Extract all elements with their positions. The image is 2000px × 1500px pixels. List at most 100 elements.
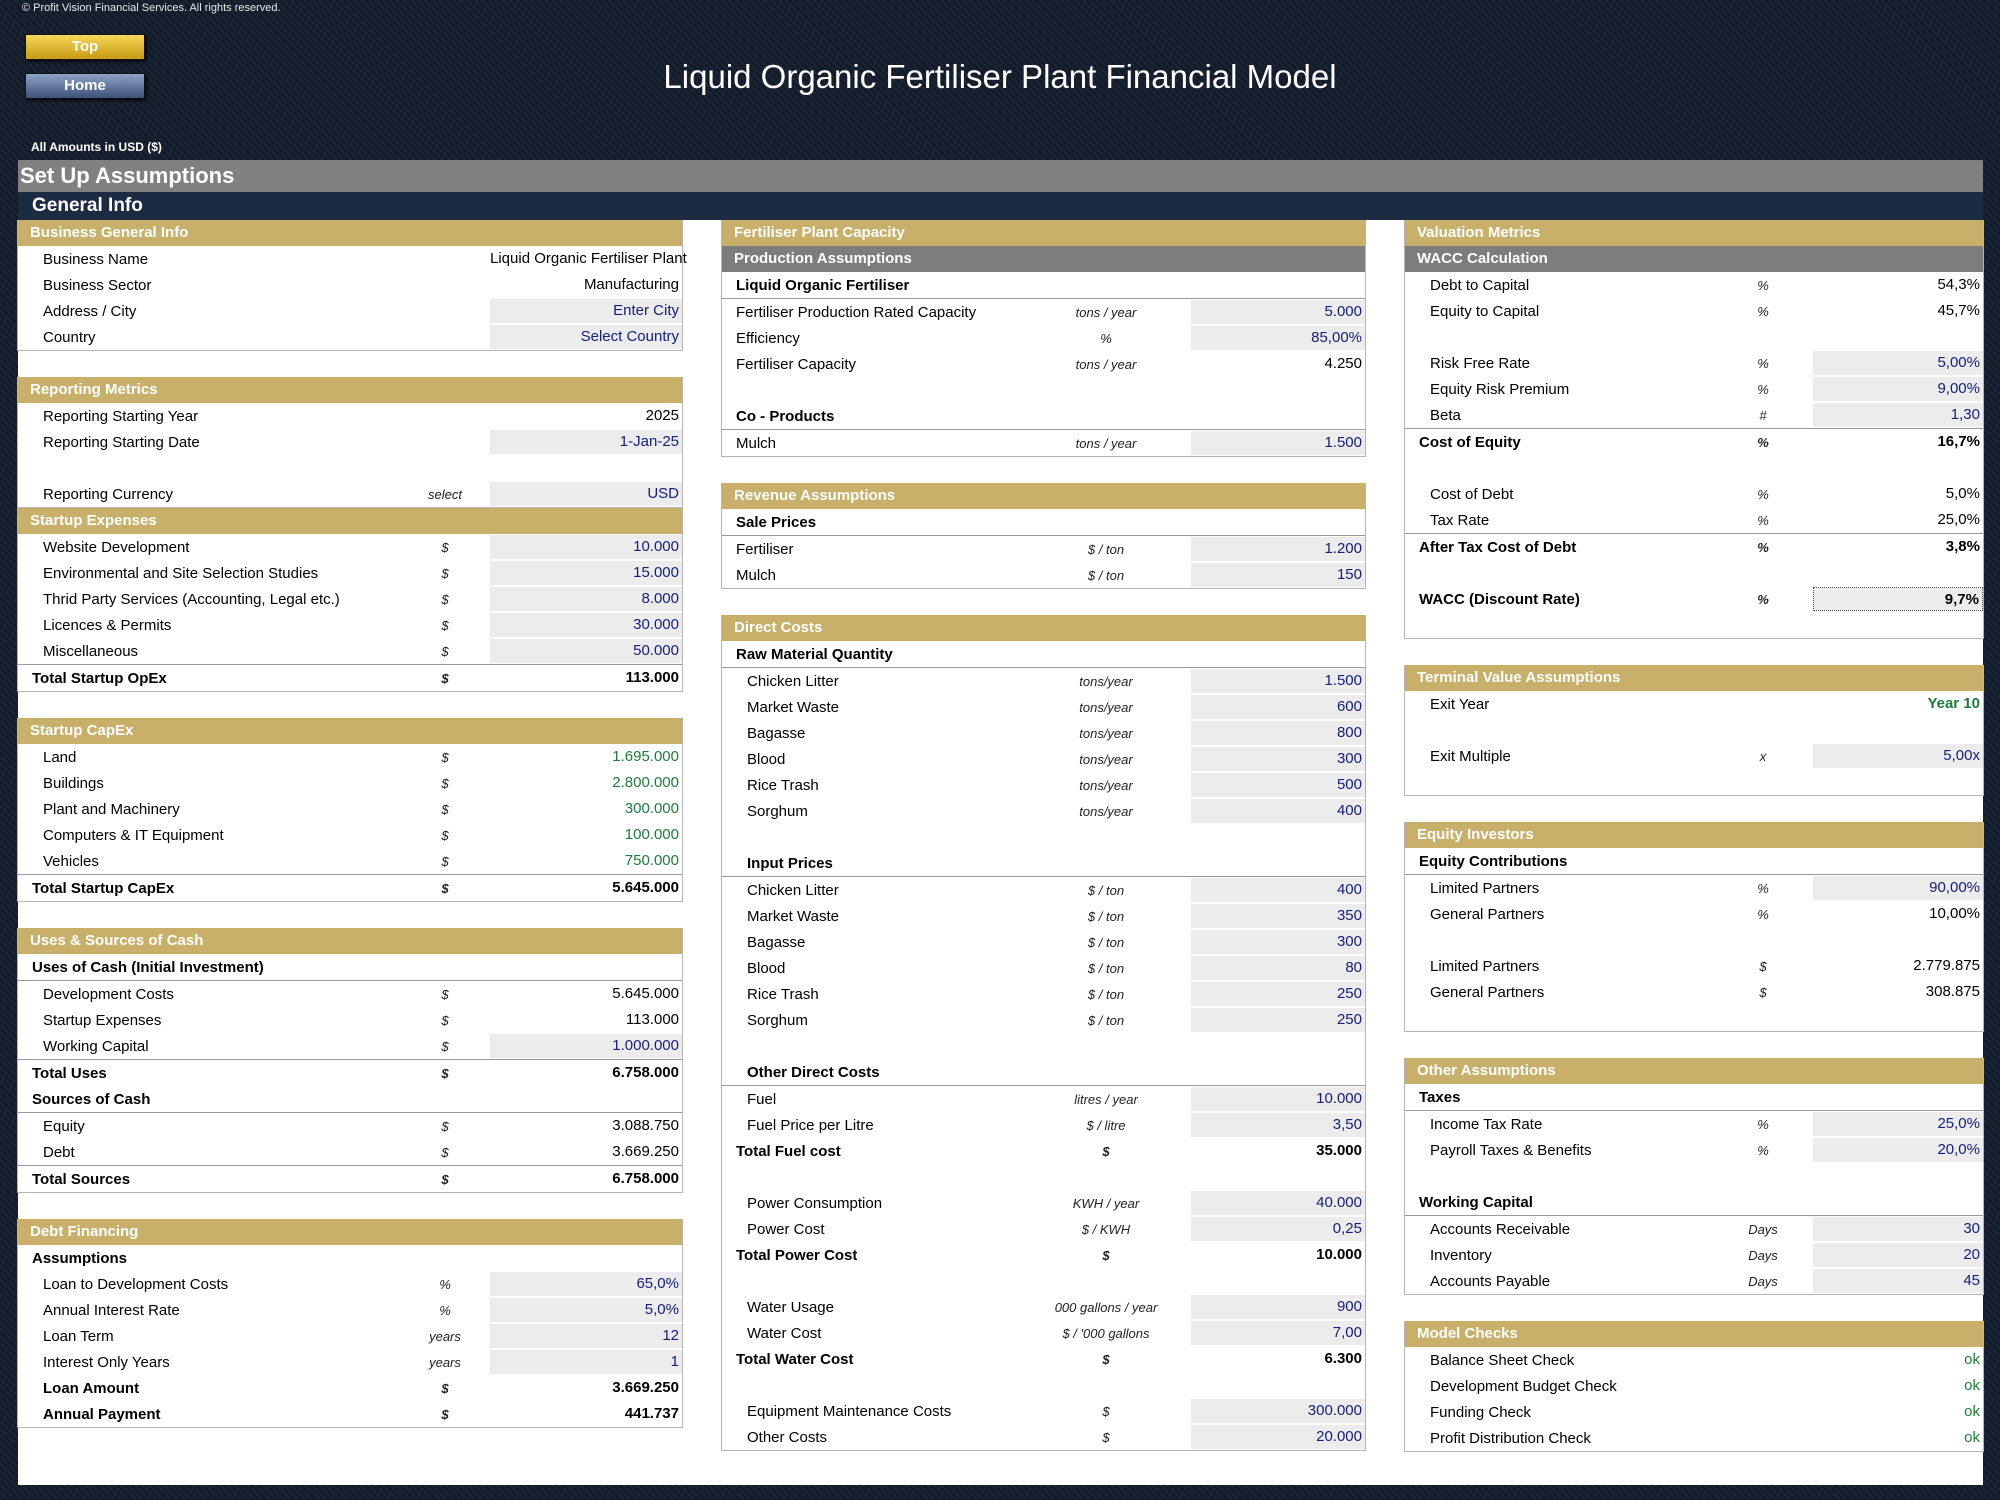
row-label: Power Cost xyxy=(747,1220,825,1238)
input-cell[interactable]: 50.000 xyxy=(490,639,682,663)
row-label: Total Sources xyxy=(32,1170,131,1188)
input-cell[interactable]: 400 xyxy=(1191,799,1365,823)
input-cell[interactable]: 5,0% xyxy=(490,1298,682,1322)
row-group: Raw Material Quantity xyxy=(722,641,1365,668)
row-label: Total Startup CapEx xyxy=(32,879,175,897)
input-cell[interactable]: 8.000 xyxy=(490,587,682,611)
group-header-label: Sources of Cash xyxy=(32,1090,151,1108)
input-cell[interactable]: 20 xyxy=(1813,1243,1983,1267)
input-cell[interactable]: USD xyxy=(490,482,682,506)
section-header: Reporting Metrics xyxy=(18,377,682,403)
input-cell[interactable]: 1 xyxy=(490,1350,682,1374)
row-label: After Tax Cost of Debt xyxy=(1419,538,1577,556)
row-annual-payment: Annual Payment $441.737 xyxy=(18,1401,682,1427)
input-cell[interactable]: 500 xyxy=(1191,773,1365,797)
row-label: Rice Trash xyxy=(747,776,819,794)
input-cell[interactable]: 1,30 xyxy=(1813,403,1983,427)
section-plant-capacity: Fertiliser Plant Capacity Production Ass… xyxy=(721,220,1366,457)
row-group: WACC (Discount Rate)% 9,7% xyxy=(1405,586,1983,612)
row-label: Buildings xyxy=(43,774,104,792)
input-cell[interactable]: 1.500 xyxy=(1191,669,1365,693)
row-label: Cost of Equity xyxy=(1419,433,1521,451)
row-group: Power Consumption KWH / year 40.000 Power C… xyxy=(722,1190,1365,1242)
input-cell[interactable]: 40.000 xyxy=(1191,1191,1365,1215)
input-cell[interactable]: 30.000 xyxy=(490,613,682,637)
row-label: Startup Expenses xyxy=(43,1011,162,1029)
input-cell[interactable]: 0,25 xyxy=(1191,1217,1365,1241)
row-unit: $ xyxy=(441,539,449,555)
input-cell[interactable]: 25,0% xyxy=(1813,1112,1983,1136)
input-cell[interactable]: 5,00x xyxy=(1813,744,1983,768)
row-thrid-party-services-accounting-legal-etc: Thrid Party Services (Accounting, Legal … xyxy=(18,586,682,612)
input-cell[interactable]: 5.000 xyxy=(1191,300,1365,324)
group-header-label: Working Capital xyxy=(1419,1193,1533,1211)
input-cell[interactable]: 1-Jan-25 xyxy=(490,430,682,454)
row-label: Sorghum xyxy=(747,1011,808,1029)
input-cell[interactable]: 1.500 xyxy=(1191,431,1365,455)
row-label: General Partners xyxy=(1430,905,1545,923)
group-header-label: Input Prices xyxy=(747,854,833,872)
input-cell[interactable]: 300 xyxy=(1191,930,1365,954)
input-cell[interactable]: 150 xyxy=(1191,563,1365,587)
group-header: Sale Prices xyxy=(722,509,1365,536)
input-cell[interactable]: 1.200 xyxy=(1191,537,1365,561)
row-country: Country Select Country xyxy=(18,324,682,350)
input-cell[interactable]: 65,0% xyxy=(490,1272,682,1296)
row-debt: Debt $3.669.250 xyxy=(18,1139,682,1166)
input-cell[interactable]: Enter City xyxy=(490,299,682,323)
input-cell[interactable]: 7,00 xyxy=(1191,1321,1365,1345)
input-cell[interactable]: 90,00% xyxy=(1813,876,1983,900)
input-cell[interactable]: 20.000 xyxy=(1191,1425,1365,1449)
input-cell[interactable]: 250 xyxy=(1191,1008,1365,1032)
input-cell[interactable]: 20,0% xyxy=(1813,1138,1983,1162)
row-sorghum: Sorghum $ / ton 250 xyxy=(722,1007,1365,1033)
input-cell[interactable]: 12 xyxy=(490,1324,682,1348)
value-cell: 3,8% xyxy=(1945,538,1980,555)
row-item xyxy=(18,455,682,481)
row-label: Total Fuel cost xyxy=(736,1142,841,1160)
input-cell[interactable]: 400 xyxy=(1191,878,1365,902)
home-button[interactable]: Home xyxy=(25,73,145,99)
group-header-label: Uses of Cash (Initial Investment) xyxy=(32,958,264,976)
input-cell[interactable]: 800 xyxy=(1191,721,1365,745)
row-group: Total Startup CapEx $5.645.000 xyxy=(18,875,682,901)
spacer xyxy=(1405,769,1983,795)
input-cell[interactable]: 80 xyxy=(1191,956,1365,980)
input-cell[interactable]: 10.000 xyxy=(490,535,682,559)
row-tax-rate: Tax Rate% 25,0% xyxy=(1405,507,1983,534)
value-cell: ok xyxy=(1964,1377,1980,1394)
input-cell[interactable]: 3,50 xyxy=(1191,1113,1365,1137)
row-unit: % xyxy=(439,1302,451,1318)
section-reporting-metrics: Reporting Metrics Reporting Starting Yea… xyxy=(17,377,683,508)
group-header-label: Sale Prices xyxy=(736,513,817,531)
row-group: Development Costs $5.645.000 Startup Expen… xyxy=(18,981,682,1060)
input-cell[interactable]: 15.000 xyxy=(490,561,682,585)
group-header-label: Equity Contributions xyxy=(1419,852,1568,870)
top-button[interactable]: Top xyxy=(25,34,145,60)
section-revenue-assumptions: Revenue Assumptions Sale Prices Fertilis… xyxy=(721,483,1366,589)
section-header: Business General Info xyxy=(18,220,682,246)
input-cell[interactable]: 5,00% xyxy=(1813,351,1983,375)
input-cell[interactable]: 1.000.000 xyxy=(490,1034,682,1058)
input-cell[interactable]: Select Country xyxy=(490,325,682,349)
input-cell[interactable]: 85,00% xyxy=(1191,326,1365,350)
row-unit: KWH / year xyxy=(1072,1195,1140,1211)
input-cell[interactable]: 350 xyxy=(1191,904,1365,928)
input-cell[interactable]: 45 xyxy=(1813,1269,1983,1293)
input-cell[interactable]: 600 xyxy=(1191,695,1365,719)
input-cell[interactable]: 300.000 xyxy=(1191,1399,1365,1423)
input-cell[interactable]: 9,00% xyxy=(1813,377,1983,401)
input-cell[interactable]: 900 xyxy=(1191,1295,1365,1319)
row-label: Annual Interest Rate xyxy=(43,1301,180,1319)
setup-assumptions-banner: Set Up Assumptions xyxy=(18,160,1983,192)
row-unit: $ xyxy=(1102,1351,1110,1367)
input-cell[interactable]: 10.000 xyxy=(1191,1087,1365,1111)
input-cell[interactable]: 250 xyxy=(1191,982,1365,1006)
input-cell[interactable]: 300 xyxy=(1191,747,1365,771)
row-label: Equity to Capital xyxy=(1430,302,1540,320)
row-limited-partners: Limited Partners% 90,00% xyxy=(1405,875,1983,901)
row-group: Working Capital xyxy=(1405,1189,1983,1216)
row-unit: tons / year xyxy=(1075,435,1137,451)
row-unit: $ xyxy=(441,1065,449,1081)
input-cell[interactable]: 30 xyxy=(1813,1217,1983,1241)
